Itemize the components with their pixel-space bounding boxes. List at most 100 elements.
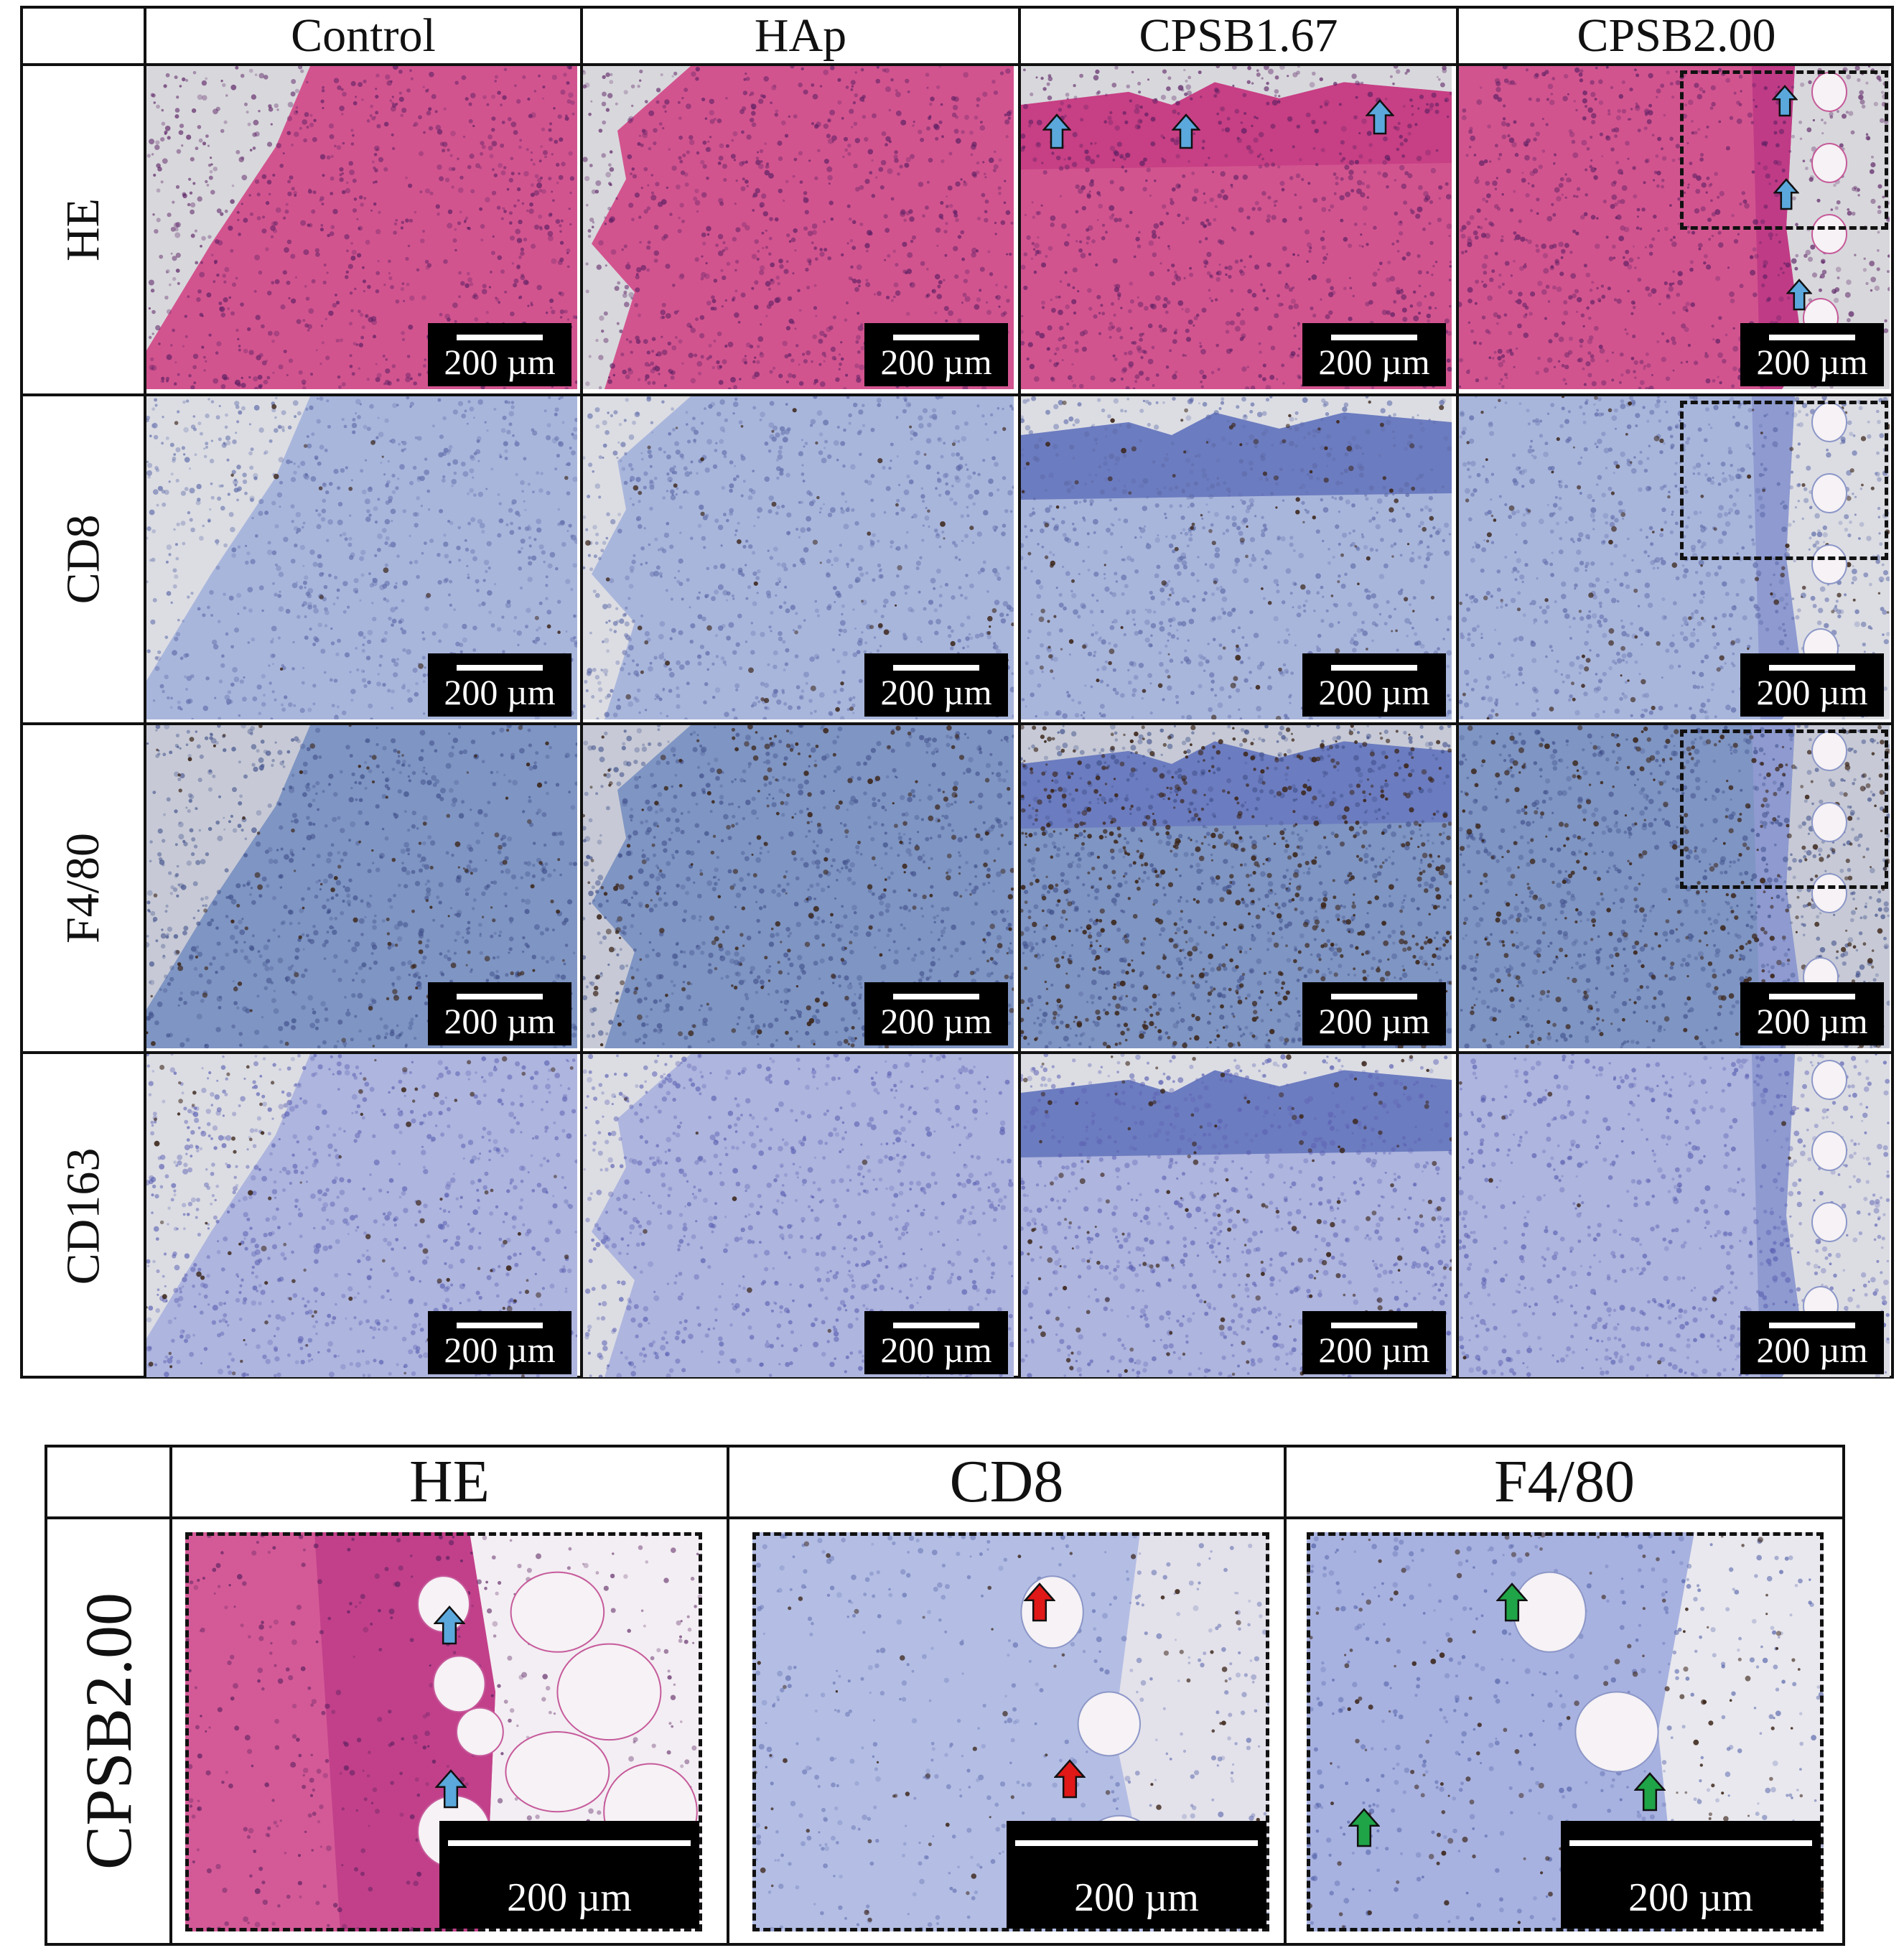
scale-bar-line <box>1569 1840 1812 1846</box>
scale-bar-label: 200 µm <box>1756 1330 1868 1370</box>
zoom-region-box <box>1680 70 1888 230</box>
scale-bar-label: 200 µm <box>880 342 992 382</box>
scale-bar-line <box>457 1323 543 1328</box>
scale-bar: 200 µm <box>1740 323 1884 386</box>
scale-bar-label: 200 µm <box>880 672 992 712</box>
scale-bar-line <box>1769 335 1855 340</box>
scale-bar-line <box>1769 994 1855 999</box>
grid-line <box>1018 6 1021 1379</box>
tissue-image <box>146 66 577 389</box>
scale-bar-label: 200 µm <box>444 672 556 712</box>
up-arrow-icon <box>1772 85 1798 117</box>
scale-bar-label: 200 µm <box>1074 1875 1199 1920</box>
scale-bar-label: 200 µm <box>1318 342 1430 382</box>
micrograph-panel: 200 µm <box>583 396 1014 719</box>
row-header-cd163: CD163 <box>57 1147 109 1285</box>
grid-line <box>1284 1445 1287 1946</box>
zoomed-micrograph-panel: 200 µm <box>752 1532 1269 1931</box>
scale-bar-line <box>457 335 543 340</box>
bottom-column-header-cd8: CD8 <box>949 1448 1064 1515</box>
tissue-image <box>583 1054 1014 1377</box>
micrograph-panel: 200 µm <box>1021 1054 1452 1377</box>
zoom-region-box <box>1680 401 1888 560</box>
zoom-region-border <box>752 1532 1269 1931</box>
up-arrow-icon <box>435 1768 467 1808</box>
tissue-image <box>583 725 1014 1048</box>
scale-bar-label: 200 µm <box>444 1001 556 1041</box>
scale-bar: 200 µm <box>864 653 1008 717</box>
micrograph-panel: 200 µm <box>146 66 577 389</box>
row-header-cd8: CD8 <box>57 514 109 605</box>
scale-bar: 200 µm <box>864 323 1008 386</box>
up-arrow-icon <box>1172 113 1200 149</box>
bottom-column-header-he: HE <box>409 1448 490 1515</box>
scale-bar-label: 200 µm <box>1318 672 1430 712</box>
scale-bar-label: 200 µm <box>507 1875 632 1920</box>
scale-bar-label: 200 µm <box>1756 672 1868 712</box>
bottom-row-header-cpsb200: CPSB2.00 <box>72 1592 145 1870</box>
up-arrow-icon <box>1042 113 1071 149</box>
scale-bar: 200 µm <box>1302 323 1446 386</box>
scale-bar: 200 µm <box>864 982 1008 1045</box>
column-header-cpsb167: CPSB1.67 <box>1139 9 1338 62</box>
row-header-he: HE <box>56 198 109 261</box>
up-arrow-icon <box>1024 1582 1055 1621</box>
up-arrow-icon <box>1773 178 1799 210</box>
micrograph-panel: 200 µm <box>1021 725 1452 1048</box>
micrograph-panel: 200 µm <box>1021 396 1452 719</box>
micrograph-panel: 200 µm <box>1459 66 1890 389</box>
top-figure-grid <box>20 6 1894 1379</box>
scale-bar: 200 µm <box>1302 1311 1446 1374</box>
bottom-figure-grid <box>45 1445 1845 1946</box>
scale-bar: 200 µm <box>1007 1821 1266 1929</box>
grid-line <box>580 6 583 1379</box>
micrograph-panel: 200 µm <box>1459 725 1890 1048</box>
up-arrow-icon <box>1348 1807 1380 1847</box>
scale-bar: 200 µm <box>428 323 571 386</box>
scale-bar: 200 µm <box>428 1311 571 1374</box>
scale-bar-line <box>1015 1840 1258 1846</box>
grid-line <box>20 722 1894 725</box>
up-arrow-icon <box>1366 99 1394 135</box>
scale-bar-label: 200 µm <box>444 342 556 382</box>
scale-bar: 200 µm <box>1740 653 1884 717</box>
up-arrow-icon <box>434 1605 465 1644</box>
micrograph-panel: 200 µm <box>583 1054 1014 1377</box>
scale-bar: 200 µm <box>1302 982 1446 1045</box>
scale-bar: 200 µm <box>1302 653 1446 717</box>
scale-bar-label: 200 µm <box>1628 1875 1753 1920</box>
scale-bar: 200 µm <box>864 1311 1008 1374</box>
zoom-region-box <box>1680 730 1888 889</box>
tissue-image <box>1459 1054 1890 1377</box>
scale-bar: 200 µm <box>1740 982 1884 1045</box>
grid-line <box>169 1445 172 1946</box>
tissue-image <box>583 396 1014 719</box>
scale-bar-label: 200 µm <box>880 1001 992 1041</box>
scale-bar-line <box>893 335 979 340</box>
up-arrow-icon <box>1634 1771 1666 1811</box>
grid-line <box>20 1051 1894 1054</box>
scale-bar-line <box>448 1840 691 1846</box>
zoom-region-border <box>185 1532 702 1931</box>
micrograph-panel: 200 µm <box>146 725 577 1048</box>
grid-line <box>45 1516 1845 1519</box>
up-arrow-icon <box>1496 1582 1528 1621</box>
scale-bar-line <box>1331 1323 1417 1328</box>
zoomed-micrograph-panel: 200 µm <box>1307 1532 1824 1931</box>
grid-line <box>144 6 146 1379</box>
micrograph-panel: 200 µm <box>1021 66 1452 389</box>
up-arrow-icon <box>1054 1758 1086 1798</box>
scale-bar-label: 200 µm <box>444 1330 556 1370</box>
grid-line <box>1456 6 1459 1379</box>
scale-bar-label: 200 µm <box>880 1330 992 1370</box>
scale-bar-label: 200 µm <box>1756 342 1868 382</box>
micrograph-panel: 200 µm <box>1459 1054 1890 1377</box>
zoomed-micrograph-panel: 200 µm <box>185 1532 702 1931</box>
bottom-column-header-f480: F4/80 <box>1493 1448 1635 1515</box>
column-header-hap: HAp <box>754 9 847 62</box>
scale-bar-line <box>1769 665 1855 671</box>
grid-line <box>727 1445 729 1946</box>
grid-line <box>20 393 1894 396</box>
scale-bar: 200 µm <box>439 1821 699 1929</box>
scale-bar-line <box>1331 994 1417 999</box>
